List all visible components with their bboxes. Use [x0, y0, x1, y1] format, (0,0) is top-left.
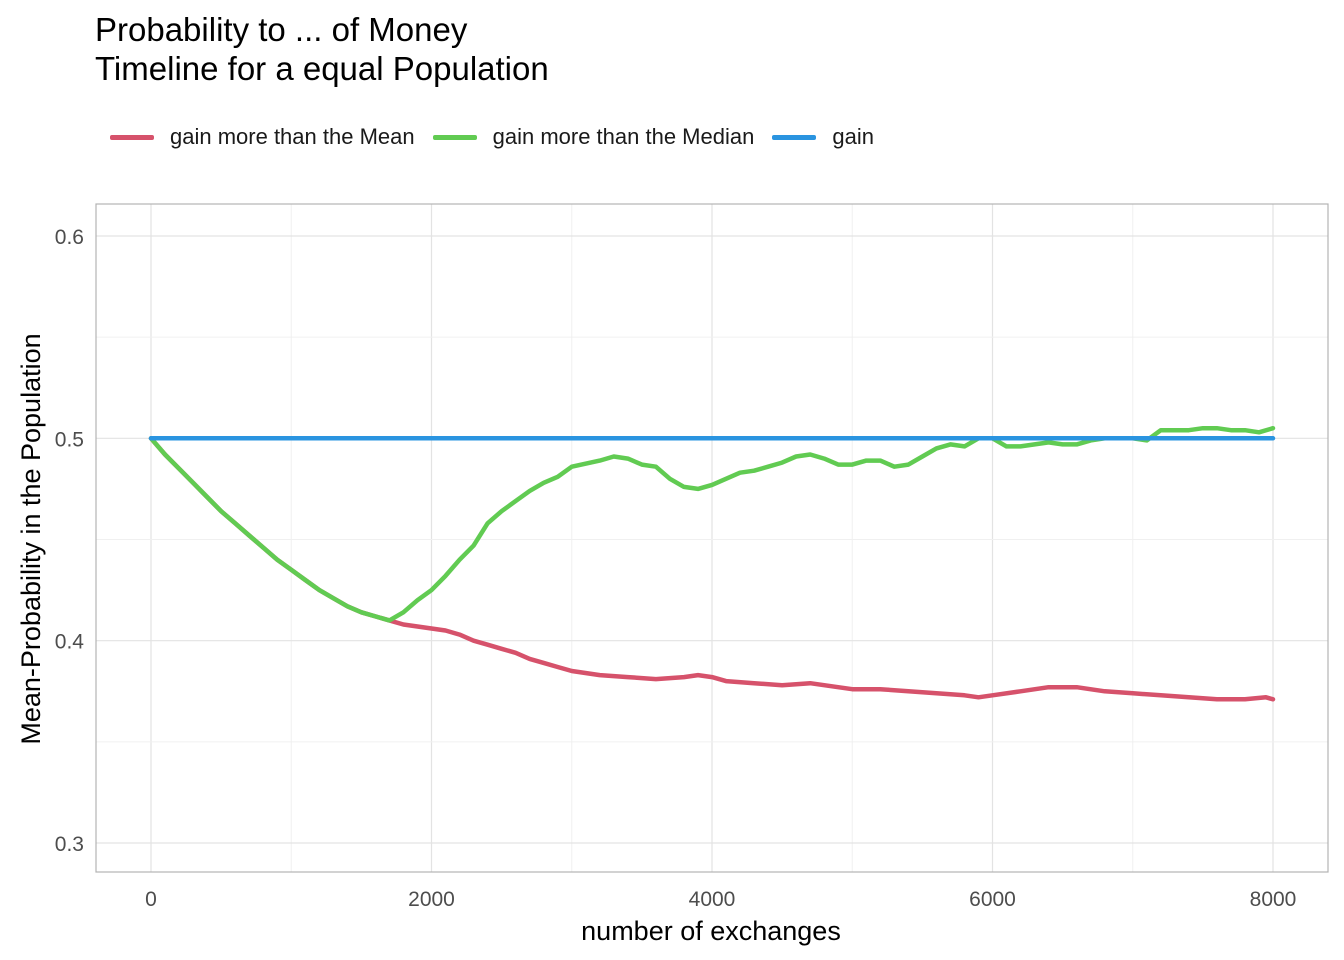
- y-axis-label: Mean-Probability in the Population: [16, 333, 46, 744]
- series-layer: [148, 425, 1276, 702]
- legend-key-median: [432, 134, 477, 140]
- x-tick-label: 2000: [408, 888, 455, 911]
- legend-item-gain: gain: [772, 124, 874, 150]
- legend: gain more than the Mean gain more than t…: [110, 124, 892, 150]
- legend-label-mean: gain more than the Mean: [170, 124, 415, 149]
- x-tick-label: 4000: [689, 888, 736, 911]
- chart-title-line2: Timeline for a equal Population: [95, 50, 549, 87]
- y-axis-ticks: 0.3 0.4 0.5 0.6: [55, 226, 85, 856]
- x-tick-label: 6000: [969, 888, 1016, 911]
- y-tick-label: 0.3: [55, 833, 84, 856]
- y-tick-label: 0.5: [55, 428, 84, 451]
- legend-key-mean: [110, 134, 154, 140]
- grid: [96, 204, 1328, 872]
- chart-title-line1: Probability to ... of Money: [95, 11, 468, 48]
- series-line-median: [148, 425, 1276, 623]
- legend-item-mean: gain more than the Mean: [110, 124, 415, 150]
- x-axis-ticks: 0 2000 4000 6000 8000: [145, 888, 1296, 911]
- x-tick-label: 0: [145, 888, 157, 911]
- x-axis-label: number of exchanges: [581, 916, 841, 946]
- y-tick-label: 0.4: [55, 631, 85, 654]
- x-tick-label: 8000: [1250, 888, 1297, 911]
- legend-item-median: gain more than the Median: [432, 124, 755, 150]
- y-tick-label: 0.6: [55, 226, 84, 249]
- chart-title: Probability to ... of Money Timeline for…: [95, 10, 549, 88]
- legend-label-median: gain more than the Median: [492, 124, 755, 149]
- panel-border: [95, 203, 1329, 873]
- legend-key-gain: [772, 134, 817, 140]
- legend-label-gain: gain: [832, 124, 874, 149]
